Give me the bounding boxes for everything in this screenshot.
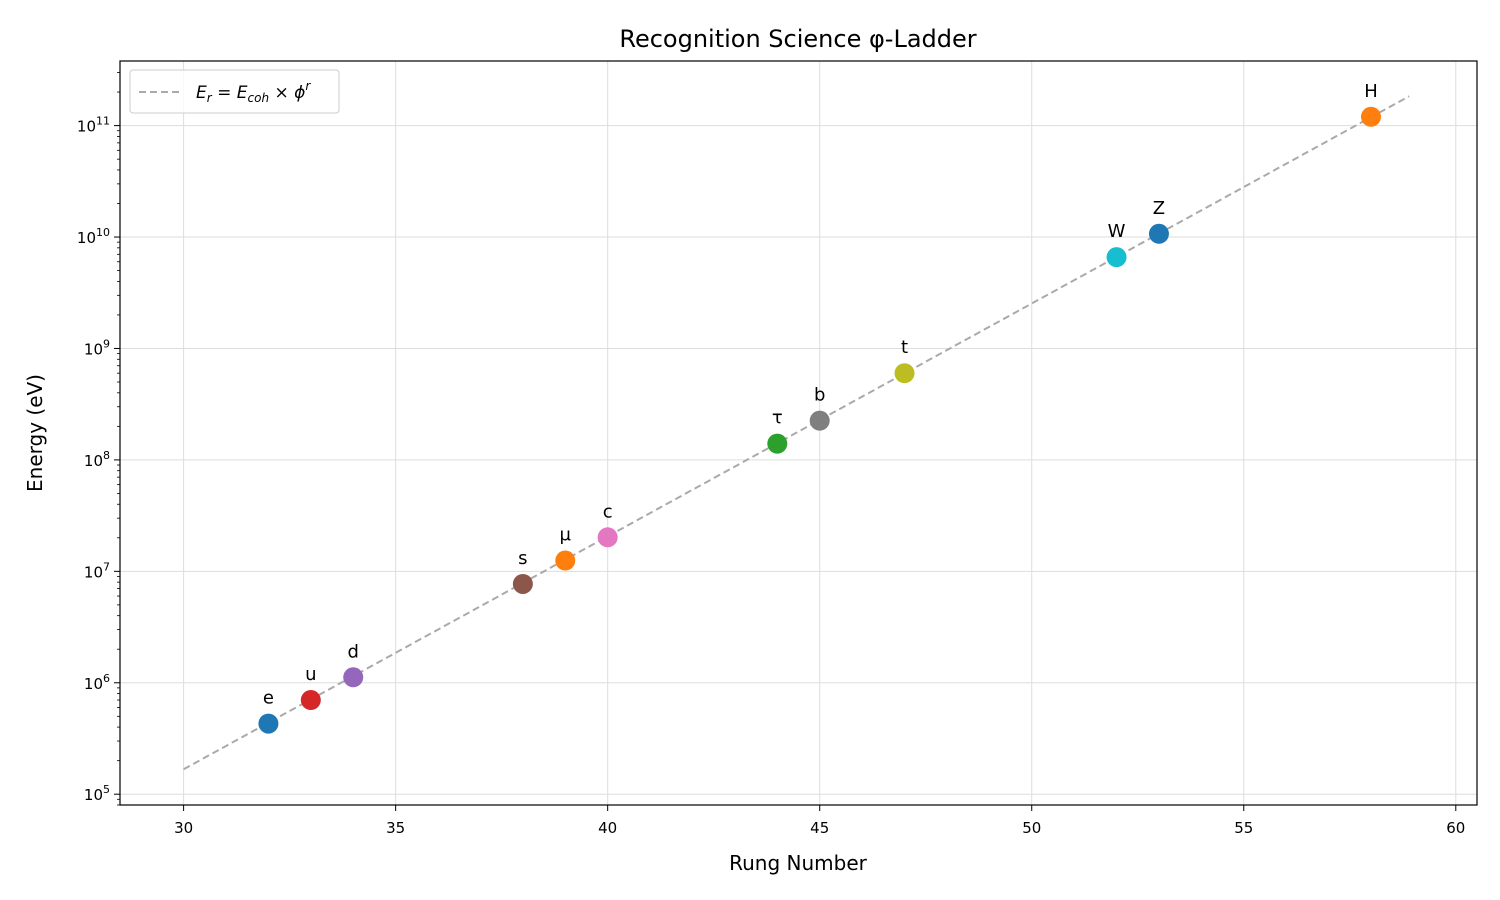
point-label-H: H	[1364, 81, 1378, 102]
data-point-c	[597, 527, 618, 548]
plot-frame	[119, 60, 1478, 806]
y-tick-label: 105	[84, 783, 110, 804]
data-point-u	[300, 690, 321, 711]
y-tick-label: 1010	[77, 226, 110, 247]
x-tick-label: 55	[1234, 819, 1253, 837]
points-layer: e u d s μ c τ b t W Z H	[258, 81, 1381, 734]
data-point-t	[894, 363, 915, 384]
y-tick-label: 106	[84, 672, 110, 693]
point-label-μ: μ	[560, 525, 572, 546]
chart-title: Recognition Science φ-Ladder	[619, 25, 976, 53]
point-label-W: W	[1108, 221, 1126, 242]
point-label-e: e	[263, 688, 274, 709]
fit-line	[183, 95, 1410, 771]
x-axis-title: Rung Number	[729, 851, 868, 875]
data-point-d	[343, 667, 364, 688]
point-label-u: u	[305, 664, 316, 685]
point-label-Z: Z	[1153, 198, 1165, 219]
point-label-τ: τ	[772, 408, 783, 429]
point-label-c: c	[603, 501, 613, 522]
x-axis-ticks: 30 35 40 45 50 55 60	[174, 805, 1465, 837]
grid	[120, 61, 1477, 805]
point-label-d: d	[348, 641, 359, 662]
point-label-t: t	[901, 337, 908, 358]
point-label-b: b	[814, 385, 825, 406]
data-point-W	[1106, 247, 1127, 268]
data-point-e	[258, 713, 279, 734]
y-tick-label: 107	[84, 560, 110, 581]
data-point-Z	[1148, 223, 1169, 244]
x-tick-label: 35	[386, 819, 405, 837]
y-tick-label: 1011	[77, 115, 110, 136]
data-point-s	[512, 573, 533, 594]
legend-label: Er = Ecoh × ϕr	[196, 79, 311, 105]
data-point-τ	[767, 433, 788, 454]
legend-box	[129, 69, 340, 114]
x-tick-label: 50	[1022, 819, 1041, 837]
y-axis-title: Energy (eV)	[23, 374, 47, 492]
data-point-μ	[555, 550, 576, 571]
data-point-H	[1360, 106, 1381, 127]
legend: Er = Ecoh × ϕr	[129, 69, 340, 114]
point-label-s: s	[518, 548, 527, 569]
y-tick-label: 109	[84, 337, 110, 358]
x-tick-label: 40	[598, 819, 617, 837]
data-point-b	[809, 410, 830, 431]
fit-line-layer	[183, 95, 1410, 771]
x-tick-label: 45	[810, 819, 829, 837]
y-tick-label: 108	[84, 449, 110, 470]
x-tick-label: 60	[1446, 819, 1465, 837]
y-axis-ticks: 105 106 107 108 109 1010 1011	[77, 72, 120, 806]
x-tick-label: 30	[174, 819, 193, 837]
